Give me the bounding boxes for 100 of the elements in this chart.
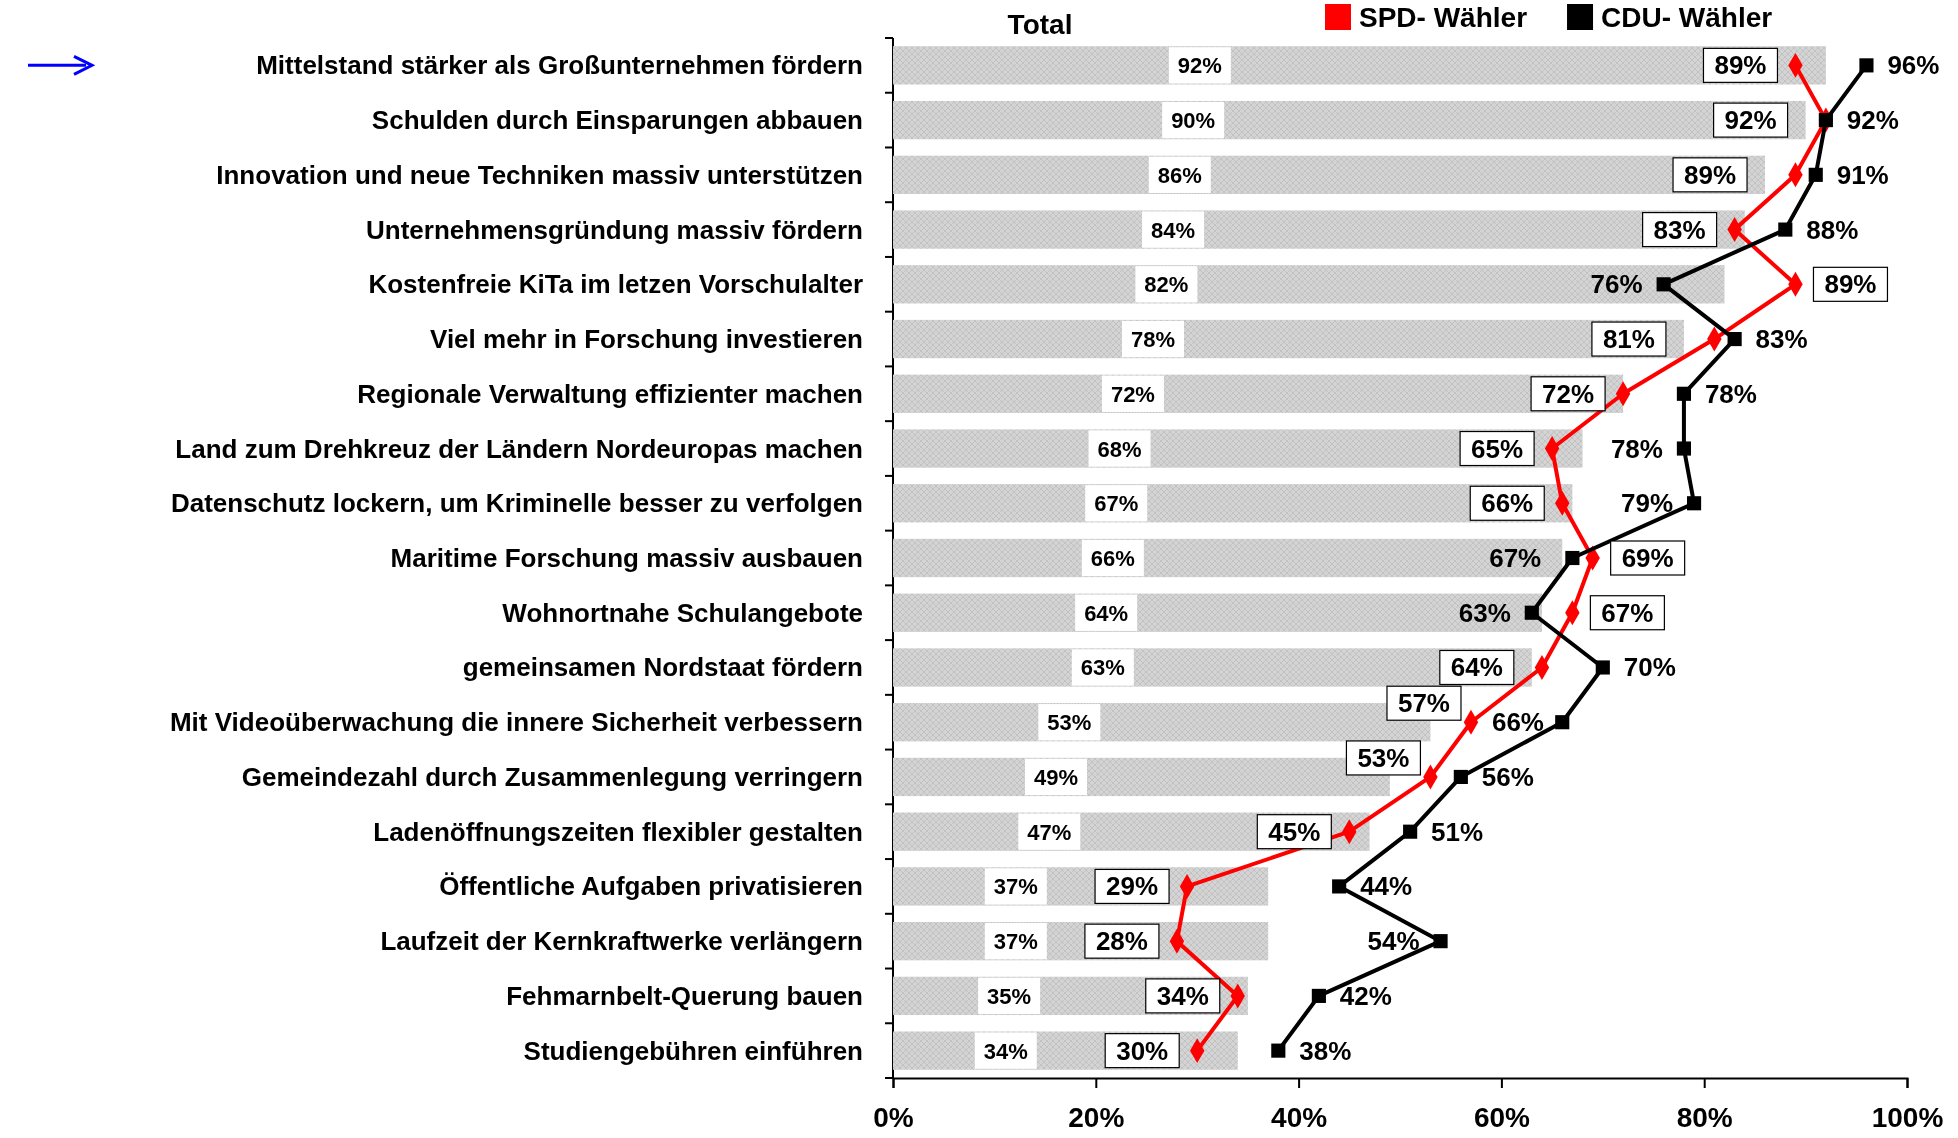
data-label: 35% <box>987 983 1032 1009</box>
data-label: 34% <box>983 1038 1028 1064</box>
point <box>1778 222 1793 237</box>
data-label: 78% <box>1704 378 1757 409</box>
data-label: 78% <box>1130 327 1176 353</box>
point <box>1595 660 1610 675</box>
data-label: 66% <box>1090 546 1135 571</box>
point <box>1403 824 1418 839</box>
point <box>1727 331 1742 347</box>
data-label: 28% <box>1095 926 1148 957</box>
data-label: 57% <box>1397 688 1450 719</box>
point <box>1271 1043 1286 1058</box>
data-label: 63% <box>1080 655 1125 681</box>
bar <box>893 210 1745 249</box>
data-label: 54% <box>1367 926 1420 957</box>
data-label: 68% <box>1097 436 1142 462</box>
data-label: 83% <box>1755 324 1808 355</box>
y-tick-label: Wohnortnahe Schulangebote <box>502 597 863 628</box>
data-label: 92% <box>1724 105 1777 136</box>
data-label: 51% <box>1431 816 1484 847</box>
y-tick-label: Ladenöffnungszeiten flexibler gestalten <box>373 816 863 847</box>
data-label: 96% <box>1887 50 1940 81</box>
bar <box>893 538 1563 578</box>
point <box>1332 879 1347 894</box>
data-label: 83% <box>1653 214 1706 245</box>
data-label: 84% <box>1151 217 1196 243</box>
y-tick-label: Maritime Forschung massiv ausbauen <box>390 543 863 573</box>
data-label: 92% <box>1177 53 1222 79</box>
data-label: 38% <box>1299 1035 1352 1066</box>
data-label: 81% <box>1602 324 1655 355</box>
point <box>1676 441 1691 456</box>
data-label: 89% <box>1824 269 1877 300</box>
point <box>1565 550 1580 566</box>
data-label: 49% <box>1033 764 1078 790</box>
data-label: 72% <box>1542 378 1595 409</box>
data-label: 44% <box>1360 871 1413 902</box>
point <box>1859 58 1874 73</box>
y-tick-label: Mittelstand stärker als Großunternehmen fördern <box>256 50 863 81</box>
data-label: 66% <box>1491 707 1544 738</box>
data-label: 65% <box>1471 433 1524 464</box>
data-label: 90% <box>1171 108 1216 134</box>
data-label: 64% <box>1450 652 1503 683</box>
point <box>1524 605 1539 620</box>
bar <box>893 265 1725 304</box>
y-tick-label: Unternehmensgründung massiv fördern <box>366 214 863 245</box>
data-label: 91% <box>1836 159 1889 190</box>
x-tick-label: 20% <box>1068 1102 1125 1134</box>
y-tick-label: Studiengebühren einführen <box>523 1035 863 1066</box>
bar <box>893 46 1826 85</box>
point <box>1686 496 1702 511</box>
data-label: 69% <box>1621 543 1674 573</box>
data-label: 47% <box>1027 819 1072 845</box>
y-tick-label: Land zum Drehkreuz der Ländern Nordeuropas machen <box>175 433 863 464</box>
point <box>1453 769 1468 785</box>
point <box>1656 277 1671 292</box>
y-tick-label: Viel mehr in Forschung investieren <box>430 324 863 355</box>
x-tick-label: 80% <box>1676 1102 1733 1134</box>
chart-title: Total <box>1007 9 1073 40</box>
data-label: 78% <box>1610 433 1663 464</box>
y-tick-label: Laufzeit der Kernkraftwerke verlängern <box>380 926 863 957</box>
data-label: 63% <box>1458 597 1511 628</box>
data-label: 76% <box>1590 269 1643 300</box>
y-tick-label: Mit Videoüberwachung die innere Sicherheit verbessern <box>169 707 863 738</box>
data-label: 70% <box>1623 652 1676 683</box>
x-tick-label: 0% <box>873 1102 914 1134</box>
data-label: 53% <box>1357 742 1410 773</box>
y-tick-label: Öffentliche Aufgaben privatisieren <box>439 871 863 902</box>
legend-label: SPD- Wähler <box>1359 2 1528 33</box>
data-label: 53% <box>1047 710 1092 736</box>
y-tick-label: Innovation und neue Techniken massiv unterstützen <box>216 159 863 190</box>
y-tick-label: Kostenfreie KiTa im letzen Vorschulalter <box>368 269 863 300</box>
y-tick-label: gemeinsamen Nordstaat fördern <box>462 652 863 683</box>
data-label: 37% <box>993 874 1038 900</box>
data-label: 66% <box>1481 488 1534 519</box>
data-label: 56% <box>1481 761 1534 792</box>
point <box>1818 113 1833 128</box>
y-tick-label: Schulden durch Einsparungen abbauen <box>371 105 863 136</box>
data-label: 67% <box>1489 543 1542 573</box>
point <box>1311 988 1326 1003</box>
data-label: 37% <box>993 929 1038 955</box>
legend-label: CDU- Wähler <box>1601 2 1773 33</box>
data-label: 67% <box>1094 491 1139 517</box>
data-label: 88% <box>1806 214 1859 245</box>
data-label: 45% <box>1268 816 1321 847</box>
y-tick-label: Gemeindezahl durch Zusammenlegung verringern <box>241 761 863 792</box>
data-label: 29% <box>1106 871 1159 902</box>
data-label: 92% <box>1846 105 1899 136</box>
x-tick-label: 40% <box>1271 1102 1328 1134</box>
y-tick-label: Fehmarnbelt-Querung bauen <box>506 980 863 1011</box>
data-label: 79% <box>1621 488 1674 519</box>
data-label: 34% <box>1156 980 1209 1011</box>
point <box>1808 167 1823 182</box>
data-label: 89% <box>1684 159 1737 190</box>
data-label: 42% <box>1339 980 1392 1011</box>
point <box>1555 715 1570 730</box>
data-label: 67% <box>1601 597 1654 628</box>
data-label: 82% <box>1144 272 1189 298</box>
data-label: 89% <box>1714 50 1767 81</box>
point <box>1676 386 1691 401</box>
data-label: 64% <box>1084 600 1129 626</box>
